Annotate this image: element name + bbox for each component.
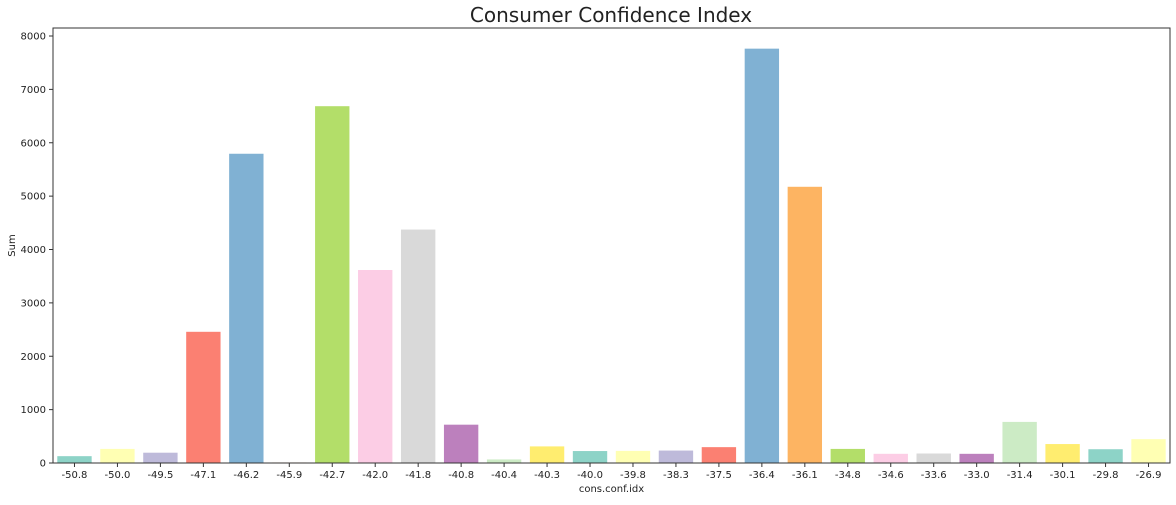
y-axis-ticks: 0 1000 2000 3000 4000 5000 6000 7000 8000 <box>21 32 53 470</box>
bar--41.8 <box>400 229 436 463</box>
y-tick-label: 2000 <box>21 352 46 363</box>
x-tick-label: -42.7 <box>319 470 345 481</box>
y-tick-label: 7000 <box>21 85 46 96</box>
x-tick-label: -38.3 <box>663 470 689 481</box>
x-axis-ticks: -50.8 -50.0 -49.5 -47.1 -46.2 -45.9 -42.7 -42.0… <box>62 463 1162 481</box>
plot-frame <box>52 27 1171 464</box>
x-tick-label: -36.4 <box>749 470 775 481</box>
bar--42.7 <box>315 106 350 464</box>
bar--36.4 <box>744 48 780 464</box>
bars-group <box>57 48 1166 464</box>
bar--29.8 <box>1088 449 1123 463</box>
x-tick-label: -41.8 <box>405 470 431 481</box>
bar--40.3 <box>529 446 565 463</box>
x-tick-label: -37.5 <box>706 470 732 481</box>
bar--38.3 <box>658 450 694 463</box>
x-tick-label: -26.9 <box>1136 470 1162 481</box>
x-tick-label: -30.1 <box>1050 470 1076 481</box>
x-tick-label: -42.0 <box>362 470 388 481</box>
x-tick-label: -40.4 <box>491 470 517 481</box>
x-tick-label: -40.0 <box>577 470 603 481</box>
y-tick-label: 5000 <box>21 192 46 203</box>
x-axis-label: cons.conf.idx <box>579 484 644 495</box>
x-tick-label: -36.1 <box>792 470 818 481</box>
y-axis-label: Sum <box>7 234 18 256</box>
y-tick-label: 6000 <box>21 138 46 149</box>
bar--36.1 <box>787 186 823 464</box>
bar--40.8 <box>443 424 479 463</box>
bar--39.8 <box>615 450 651 463</box>
bar--37.5 <box>701 447 737 463</box>
bar--50.8 <box>57 456 92 463</box>
bar--40.4 <box>486 459 522 463</box>
x-tick-label: -50.8 <box>62 470 88 481</box>
bar--30.1 <box>1045 444 1080 463</box>
y-tick-label: 0 <box>40 459 46 470</box>
bar--47.1 <box>186 331 221 463</box>
y-tick-label: 4000 <box>21 245 46 256</box>
bar--31.4 <box>1002 421 1037 463</box>
bar--33.6 <box>916 453 951 463</box>
x-tick-label: -31.4 <box>1007 470 1033 481</box>
x-tick-label: -39.8 <box>620 470 646 481</box>
x-tick-label: -29.8 <box>1093 470 1119 481</box>
x-tick-label: -50.0 <box>105 470 131 481</box>
x-tick-label: -33.6 <box>921 470 947 481</box>
y-tick-label: 8000 <box>21 32 46 43</box>
x-tick-label: -33.0 <box>964 470 990 481</box>
x-tick-label: -46.2 <box>233 470 259 481</box>
bar--34.8 <box>830 448 865 463</box>
bar--34.6 <box>873 453 908 463</box>
chart-title: Consumer Confidence Index <box>470 3 752 27</box>
bar--49.5 <box>143 452 178 463</box>
x-tick-label: -47.1 <box>190 470 216 481</box>
y-tick-label: 3000 <box>21 298 46 309</box>
bar--40.0 <box>572 451 608 463</box>
bar--46.2 <box>229 153 264 463</box>
x-tick-label: -45.9 <box>276 470 302 481</box>
bar--50.0 <box>100 448 135 463</box>
x-tick-label: -49.5 <box>147 470 173 481</box>
y-tick-label: 1000 <box>21 405 46 416</box>
x-tick-label: -34.6 <box>878 470 904 481</box>
bar--26.9 <box>1131 439 1166 463</box>
x-tick-label: -40.3 <box>534 470 560 481</box>
x-tick-label: -34.8 <box>835 470 861 481</box>
bar--33.0 <box>959 453 994 463</box>
bar--42.0 <box>358 269 393 463</box>
x-tick-label: -40.8 <box>448 470 474 481</box>
